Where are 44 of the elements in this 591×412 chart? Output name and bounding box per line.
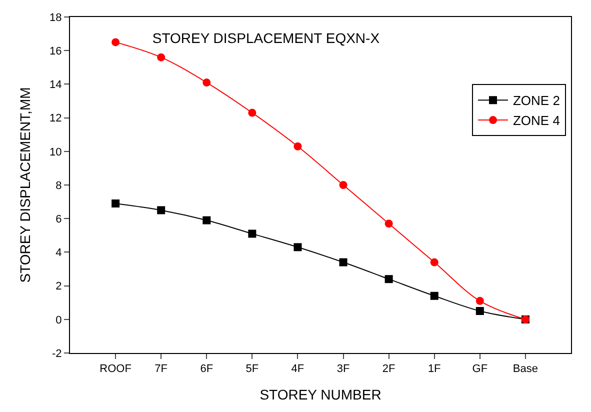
x-tick-label: 4F [291,363,304,376]
point [476,296,484,305]
x-tick-label: 7F [154,363,168,376]
x-tick-label: ROOF [100,363,132,376]
y-tick-label: 14 [50,79,62,92]
x-tick-label: 5F [246,363,259,376]
y-tick-label: 4 [56,247,62,260]
point [476,307,484,315]
point [157,206,166,214]
point [248,230,256,238]
y-tick-label: 2 [56,280,62,293]
x-tick-label: 3F [336,363,350,376]
x-tick-label: GF [472,363,488,376]
point [339,258,348,266]
point [430,258,438,266]
point [202,78,211,87]
point [248,108,256,117]
y-axis-title: STOREY DISPLACEMENT,MM [17,87,34,283]
x-tick-label: 6F [200,363,214,376]
point [339,181,348,189]
legend-label: ZONE 4 [512,113,560,128]
y-tick-label: 0 [56,314,62,326]
y-tick-label: 6 [56,213,62,226]
x-tick-label: 2F [382,363,396,376]
point [157,53,166,62]
x-axis-title: STOREY NUMBER [260,386,382,402]
point [112,199,120,208]
y-tick-label: 10 [50,146,62,158]
y-tick-label: 8 [56,180,62,192]
x-tick-label: 1F [428,363,442,376]
point [430,292,438,300]
point [112,38,120,46]
y-tick-label: -2 [52,348,62,360]
point [294,243,302,252]
point [384,275,393,284]
y-tick-label: 18 [50,12,62,24]
point [294,142,302,150]
point [202,216,211,224]
point [384,220,393,228]
legend-label: ZONE 2 [512,93,560,108]
y-tick-label: 16 [50,45,62,58]
y-tick-label: 12 [50,112,62,125]
x-tick-label: Base [512,363,538,376]
text: STOREY DISPLACEMENT EQXN-X [152,30,380,46]
